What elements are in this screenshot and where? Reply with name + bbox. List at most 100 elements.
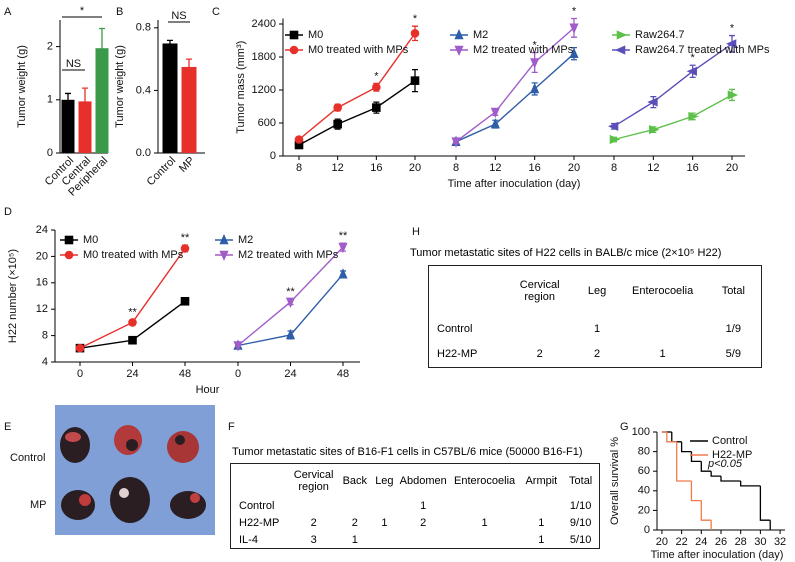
significance-label: NS (66, 58, 81, 70)
legend-label: H22-MP (712, 449, 752, 461)
table-cell: 1/9 (725, 322, 741, 335)
marker (490, 118, 500, 129)
marker (725, 39, 737, 49)
corner-cell (231, 464, 289, 498)
y-axis-label: Tumor weight (g) (114, 45, 126, 128)
y-tick-label: 20 (36, 250, 48, 262)
x-tick-label: 8 (611, 162, 617, 174)
series-line (455, 53, 575, 143)
marker (128, 318, 137, 327)
panel-label: H (412, 226, 420, 238)
x-tick-label: 12 (489, 162, 501, 174)
x-tick-label: 48 (179, 368, 191, 380)
marker (294, 135, 304, 144)
x-tick-label: 20 (726, 162, 738, 174)
table-f: Cervical region Back Leg Abdomen Enterocoeli… (230, 463, 600, 549)
table-cell: 1 (420, 499, 427, 512)
marker (686, 66, 697, 76)
y-tick-label: 2 (47, 41, 53, 53)
y-axis-label: Tumor weight (g) (16, 45, 28, 128)
row-name: H22-MP (437, 348, 478, 361)
x-axis-label: Hour (196, 384, 220, 396)
survival-step (690, 451, 702, 463)
legend-marker (289, 30, 299, 40)
y-tick-label: 0.0 (136, 147, 151, 159)
y-tick-label: 12 (36, 303, 48, 315)
header-row: Cervical region Leg Enterocoelia Total (429, 266, 762, 317)
bar (95, 48, 109, 153)
column-header: Cervical region (293, 468, 334, 493)
table-cell: 9/10 (569, 516, 592, 529)
marker (647, 97, 658, 107)
x-tick-label: 0 (235, 368, 241, 380)
x-tick-label: 12 (332, 162, 344, 174)
marker (372, 82, 381, 92)
table-cell: 2 (593, 348, 601, 361)
series-line (298, 32, 416, 141)
x-axis-label: Time after inoculation (day) (448, 178, 581, 190)
marker (688, 111, 699, 121)
series-line (613, 43, 733, 127)
series-line (613, 94, 733, 141)
table-cell: 1 (538, 533, 545, 546)
survival-step (690, 481, 702, 502)
marker (285, 328, 296, 340)
survival-step (666, 432, 677, 443)
significance-label: ** (286, 286, 295, 298)
x-tick-label: 48 (337, 368, 349, 380)
significance-label: * (413, 13, 418, 25)
marker (372, 103, 381, 112)
y-tick-label: 8 (42, 330, 48, 342)
marker (180, 244, 190, 253)
x-tick-label: 26 (715, 536, 727, 548)
marker (649, 125, 660, 135)
series-line (455, 27, 575, 143)
legend-label: M2 (473, 29, 488, 41)
legend-label: Raw264.7 treated with MPs (635, 44, 770, 56)
x-tick-label: 16 (529, 162, 541, 174)
legend-marker (454, 28, 464, 40)
survival-step (710, 471, 721, 477)
y-tick-label: 1 (47, 94, 53, 106)
x-tick-label: 30 (754, 536, 766, 548)
x-axis-label: Time after inoculation (day) (651, 549, 784, 561)
series-line (298, 80, 416, 146)
y-axis-label: H22 number (×10⁵) (7, 249, 19, 343)
survival-step (759, 485, 771, 521)
significance-label: ** (128, 307, 137, 319)
legend-label: M0 treated with MPs (83, 249, 184, 261)
corner-cell (429, 266, 505, 317)
legend-label: M0 (83, 234, 98, 246)
row-name: IL-4 (239, 533, 258, 546)
row-label: Control (10, 452, 45, 464)
empty-cell (339, 498, 372, 515)
error-bar (99, 27, 105, 69)
significance-label: ** (181, 232, 190, 244)
significance-label: * (691, 52, 696, 64)
marker (75, 343, 85, 353)
empty-cell (505, 317, 575, 342)
y-tick-label: 20 (638, 504, 650, 516)
legend-label: M2 (238, 234, 253, 246)
marker (727, 90, 739, 100)
table-cell: 2 (351, 516, 358, 529)
table-f-title: Tumor metastatic sites of B16-F1 cells i… (232, 446, 583, 458)
empty-cell (520, 498, 562, 515)
panel-label: C (212, 6, 220, 18)
header-row: Cervical region Back Leg Abdomen Enterocoeli… (231, 464, 600, 498)
survival-step (700, 461, 712, 472)
legend-label: M0 (308, 29, 323, 41)
x-tick-label: 32 (774, 536, 786, 548)
table-cell: 2 (310, 516, 317, 529)
empty-cell (620, 317, 706, 342)
table-cell: 1 (381, 516, 388, 529)
legend-label: M2 treated with MPs (238, 249, 339, 261)
y-tick-label: 24 (36, 224, 48, 236)
x-tick-label: 20 (409, 162, 421, 174)
survival-step (700, 500, 712, 521)
significance-label: * (730, 22, 735, 34)
marker (128, 335, 137, 345)
x-tick-label: 8 (453, 162, 459, 174)
empty-cell (371, 498, 398, 515)
